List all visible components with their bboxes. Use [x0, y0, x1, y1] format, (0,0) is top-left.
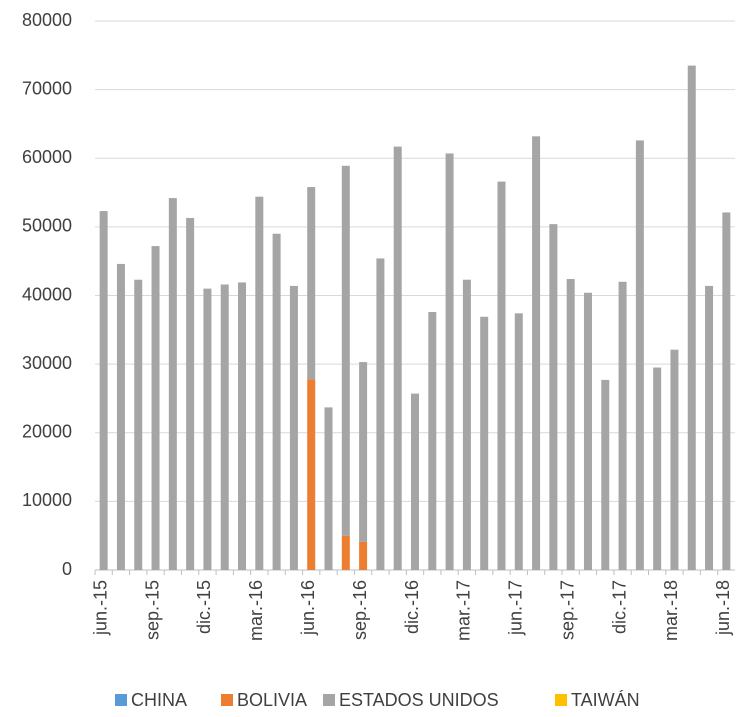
- y-tick-label: 80000: [22, 10, 72, 30]
- bar: [307, 379, 316, 570]
- legend-label: TAIWÁN: [571, 690, 640, 710]
- x-tick-label: jun.-18: [713, 580, 733, 636]
- bar: [324, 407, 333, 570]
- bar: [341, 535, 350, 570]
- y-tick-label: 20000: [22, 422, 72, 442]
- legend-label: BOLIVIA: [237, 690, 307, 710]
- bar: [359, 362, 368, 542]
- bar: [220, 284, 229, 570]
- x-tick-label: dic.-16: [402, 580, 422, 634]
- legend-swatch: [323, 694, 335, 706]
- x-tick-label: mar.-18: [661, 580, 681, 641]
- y-tick-label: 30000: [22, 353, 72, 373]
- x-tick-label: mar.-17: [454, 580, 474, 641]
- bar: [393, 146, 402, 571]
- bar: [480, 316, 489, 570]
- bar: [445, 153, 454, 571]
- x-tick-label: dic.-17: [609, 580, 629, 634]
- bar: [705, 285, 714, 570]
- bar: [255, 196, 264, 570]
- y-tick-label: 70000: [22, 78, 72, 98]
- bar: [168, 198, 177, 571]
- y-tick-label: 40000: [22, 284, 72, 304]
- bar: [497, 181, 506, 570]
- bar: [635, 140, 644, 570]
- bar: [462, 279, 471, 570]
- legend-label: ESTADOS UNIDOS: [339, 690, 499, 710]
- bar: [151, 246, 160, 570]
- bar: [203, 288, 212, 570]
- bar: [514, 313, 523, 570]
- x-tick-label: jun.-16: [298, 580, 318, 636]
- legend-swatch: [221, 694, 233, 706]
- bar: [532, 136, 541, 571]
- bar: [653, 367, 662, 570]
- bar: [601, 379, 610, 570]
- bar: [341, 165, 350, 536]
- x-tick-label: jun.-17: [506, 580, 526, 636]
- bar: [376, 258, 385, 570]
- legend-swatch: [555, 694, 567, 706]
- y-tick-label: 60000: [22, 147, 72, 167]
- y-tick-label: 0: [62, 559, 72, 579]
- bar: [618, 281, 627, 570]
- y-tick-label: 50000: [22, 216, 72, 236]
- y-tick-label: 10000: [22, 490, 72, 510]
- bar: [186, 217, 195, 571]
- bar: [99, 211, 108, 570]
- legend-label: CHINA: [131, 690, 187, 710]
- bar: [134, 279, 143, 570]
- bar: [272, 233, 281, 571]
- x-tick-label: jun.-15: [90, 580, 110, 636]
- bar: [722, 212, 731, 570]
- x-tick-label: sep.-15: [142, 580, 162, 640]
- bar: [566, 279, 575, 570]
- bar: [428, 311, 437, 570]
- bar: [116, 263, 125, 570]
- bar: [411, 393, 419, 570]
- x-tick-label: mar.-16: [246, 580, 266, 641]
- legend-swatch: [115, 694, 127, 706]
- x-tick-label: dic.-15: [194, 580, 214, 634]
- bar: [549, 224, 558, 570]
- bar: [289, 285, 298, 570]
- bar: [238, 282, 247, 570]
- bar: [307, 187, 316, 380]
- bar: [583, 292, 592, 570]
- x-tick-label: sep.-17: [557, 580, 577, 640]
- bar: [670, 349, 679, 570]
- bar: [359, 541, 368, 570]
- x-tick-label: sep.-16: [350, 580, 370, 640]
- bar: [687, 65, 696, 570]
